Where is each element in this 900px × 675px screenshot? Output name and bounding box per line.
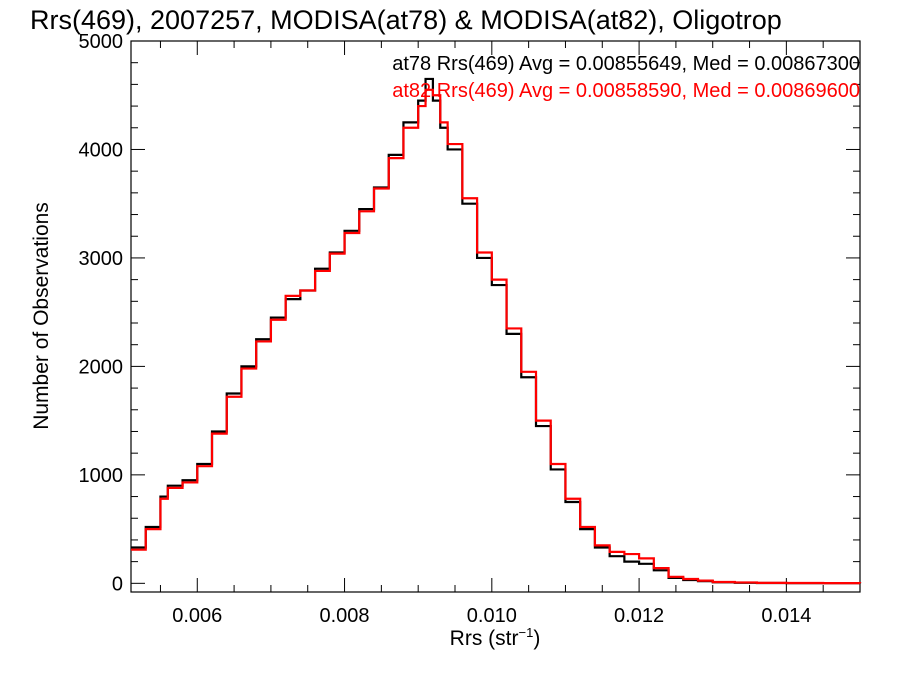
y-tick-label: 0 — [112, 573, 123, 595]
y-tick-label: 3000 — [79, 248, 124, 270]
x-tick-label: 0.006 — [172, 605, 222, 627]
x-axis-label-end: ) — [533, 627, 540, 650]
x-axis-label: Rrs (str−1) — [450, 625, 541, 650]
series-layer — [131, 77, 862, 585]
y-axis: 0 1000 2000 3000 4000 5000 — [79, 31, 860, 595]
legend-entry-at82: at82 Rrs(469) Avg = 0.00858590, Med = 0.… — [392, 80, 860, 102]
x-axis: 0.006 0.008 0.010 0.012 0.014 — [159, 41, 861, 627]
x-tick-label: 0.010 — [467, 605, 517, 627]
chart-title: Rrs(469), 2007257, MODISA(at78) & MODISA… — [30, 5, 782, 35]
x-axis-label-superscript: −1 — [519, 625, 534, 640]
x-tick-label: 0.008 — [320, 605, 370, 627]
series-line-at78 — [131, 77, 862, 585]
plot-frame — [130, 40, 861, 593]
x-axis-label-main: Rrs (str — [450, 627, 519, 650]
y-tick-label: 4000 — [79, 139, 124, 161]
y-tick-label: 5000 — [79, 31, 124, 53]
y-tick-label: 2000 — [79, 356, 124, 378]
y-tick-label: 1000 — [79, 465, 124, 487]
y-axis-label: Number of Observations — [30, 202, 53, 430]
x-tick-label: 0.012 — [614, 605, 664, 627]
series-line-at82 — [131, 88, 862, 585]
legend-entry-at78: at78 Rrs(469) Avg = 0.00855649, Med = 0.… — [392, 53, 860, 75]
x-tick-label: 0.014 — [761, 605, 811, 627]
